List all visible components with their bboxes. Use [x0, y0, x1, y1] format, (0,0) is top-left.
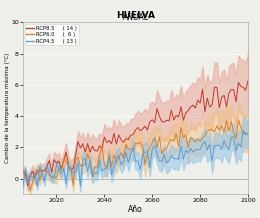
Legend: RCP8.5     ( 14 ), RCP6.0     (  6 ), RCP4.5     ( 13 ): RCP8.5 ( 14 ), RCP6.0 ( 6 ), RCP4.5 ( 13… [24, 24, 79, 45]
Text: ANUAL: ANUAL [122, 13, 148, 22]
Title: HUELVA: HUELVA [116, 11, 155, 20]
Y-axis label: Cambio de la temperatura máxima (°C): Cambio de la temperatura máxima (°C) [4, 53, 10, 164]
X-axis label: Año: Año [128, 205, 143, 214]
